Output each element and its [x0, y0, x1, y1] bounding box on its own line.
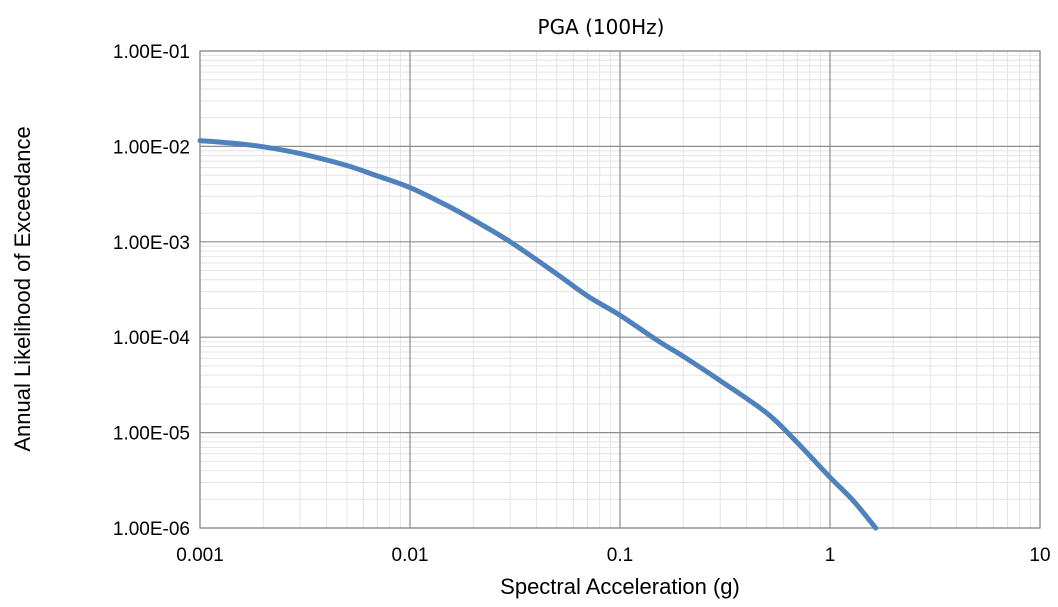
chart-title: PGA (100Hz)	[538, 15, 665, 39]
y-tick-label: 1.00E-06	[113, 519, 190, 540]
y-tick-label: 1.00E-04	[113, 328, 191, 349]
y-axis-label: Annual Likelihood of Exceedance	[10, 126, 35, 451]
y-tick-label: 1.00E-01	[113, 42, 190, 63]
y-tick-label: 1.00E-03	[113, 233, 190, 254]
y-axis-tick-labels: 1.00E-01 1.00E-02 1.00E-03 1.00E-04 1.00E-05…	[113, 42, 191, 540]
x-tick-label: 10	[1029, 545, 1050, 566]
x-tick-label: 0.1	[607, 545, 633, 566]
x-tick-label: 1	[825, 545, 836, 566]
x-tick-label: 0.01	[392, 545, 429, 566]
hazard-curve-line	[197, 138, 879, 531]
plot-area-frame	[199, 50, 1041, 529]
series-layer	[197, 138, 879, 531]
y-tick-label: 1.00E-02	[113, 137, 190, 158]
x-tick-label: 0.001	[176, 545, 224, 566]
y-tick-label: 1.00E-05	[113, 424, 190, 445]
x-axis-label: Spectral Acceleration (g)	[500, 574, 740, 599]
x-axis-tick-labels: 0.001 0.01 0.1 1 10	[176, 545, 1050, 566]
